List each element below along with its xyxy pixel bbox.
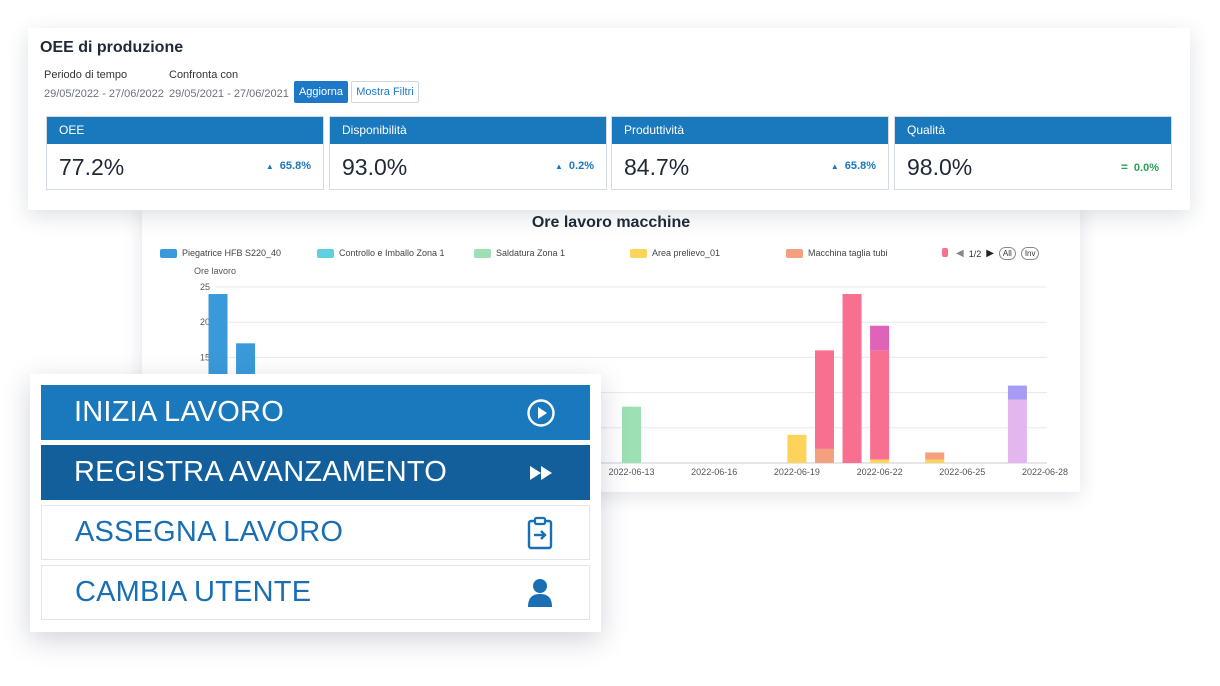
legend-item-overflow[interactable] xyxy=(942,248,953,257)
bar-segment[interactable] xyxy=(925,452,945,460)
legend-invert-button[interactable]: Inv xyxy=(1020,247,1040,260)
kpi-label: Qualità xyxy=(895,117,1171,144)
action-label: ASSEGNA LAVORO xyxy=(75,516,344,548)
bar-segment[interactable] xyxy=(622,406,641,463)
change-user-button[interactable]: CAMBIA UTENTE xyxy=(41,565,590,620)
legend-label: Saldatura Zona 1 xyxy=(496,248,566,258)
action-label: REGISTRA AVANZAMENTO xyxy=(74,456,448,488)
legend-swatch xyxy=(317,248,334,258)
legend-item[interactable]: Area prelievo_01 xyxy=(630,248,720,258)
legend-item[interactable]: Saldatura Zona 1 xyxy=(474,248,565,258)
bar-segment[interactable] xyxy=(925,459,945,463)
x-tick-label: 2022-06-16 xyxy=(691,467,737,477)
kpi-card-availability: Disponibilità 93.0% ▲ 0.2% xyxy=(329,116,607,190)
action-label: CAMBIA UTENTE xyxy=(75,576,312,608)
kpi-label: Produttività xyxy=(612,117,888,144)
x-tick-label: 2022-06-19 xyxy=(774,467,820,477)
trend-up-icon: ▲ xyxy=(830,162,839,171)
legend-swatch xyxy=(786,248,803,258)
legend-next-icon[interactable]: ▶ xyxy=(986,248,994,259)
show-filters-button[interactable]: Mostra Filtri xyxy=(351,81,419,103)
kpi-delta: ▲ 65.8% xyxy=(831,160,876,172)
oee-panel: OEE di produzione Periodo di tempo 29/05… xyxy=(28,28,1190,210)
period-label: Periodo di tempo xyxy=(44,69,128,81)
trend-up-icon: ▲ xyxy=(265,162,274,171)
legend-item[interactable]: Piegatrice HFB S220_40 xyxy=(160,248,281,258)
bar-segment[interactable] xyxy=(870,350,890,460)
play-circle-icon xyxy=(526,398,556,428)
legend-label: Macchina taglia tubi xyxy=(808,248,888,258)
legend-label: Piegatrice HFB S220_40 xyxy=(182,248,282,258)
bar-segment[interactable] xyxy=(870,325,890,351)
period-value[interactable]: 29/05/2022 - 27/06/2022 xyxy=(44,88,164,100)
bar-segment[interactable] xyxy=(1007,385,1027,400)
clipboard-arrow-icon xyxy=(525,516,555,549)
update-button[interactable]: Aggiorna xyxy=(294,81,348,103)
kpi-delta-value: 65.8% xyxy=(844,160,876,172)
assign-work-button[interactable]: ASSEGNA LAVORO xyxy=(41,505,590,560)
legend-item[interactable]: Controllo e Imballo Zona 1 xyxy=(317,248,445,258)
chart-title: Ore lavoro macchine xyxy=(531,214,691,231)
x-tick-label: 2022-06-22 xyxy=(857,467,903,477)
trend-equal-icon: = xyxy=(1120,160,1128,174)
legend-all-button[interactable]: All xyxy=(998,247,1016,260)
legend-page-indicator: 1/2 xyxy=(968,248,982,259)
legend-prev-icon[interactable]: ◀ xyxy=(956,248,964,259)
legend-label: Area prelievo_01 xyxy=(652,248,721,258)
kpi-value: 77.2% xyxy=(59,154,125,180)
panel-title: OEE di produzione xyxy=(40,39,184,56)
legend-swatch xyxy=(474,248,491,258)
y-tick-label: 25 xyxy=(200,282,210,292)
bar-segment[interactable] xyxy=(842,294,862,463)
y-axis-label: Ore lavoro xyxy=(194,266,236,276)
kpi-card-oee: OEE 77.2% ▲ 65.8% xyxy=(46,116,324,190)
kpi-value: 98.0% xyxy=(907,154,973,180)
bar-segment[interactable] xyxy=(787,434,807,463)
kpi-value: 84.7% xyxy=(624,154,690,180)
kpi-delta: = 0.0% xyxy=(1121,160,1159,174)
fast-forward-icon xyxy=(526,458,556,488)
user-icon xyxy=(525,578,555,608)
kpi-card-quality: Qualità 98.0% = 0.0% xyxy=(894,116,1172,190)
start-work-button[interactable]: INIZIA LAVORO xyxy=(41,385,590,440)
kpi-label: Disponibilità xyxy=(330,117,606,144)
kpi-label: OEE xyxy=(47,117,323,144)
bar-segment[interactable] xyxy=(1007,399,1027,463)
bar-segment[interactable] xyxy=(814,350,834,449)
legend-swatch xyxy=(160,248,177,258)
kpi-delta: ▲ 65.8% xyxy=(266,160,311,172)
kpi-delta-value: 0.0% xyxy=(1133,162,1159,174)
bar-segment[interactable] xyxy=(870,459,890,463)
action-label: INIZIA LAVORO xyxy=(74,396,284,428)
legend-pager: ◀ 1/2 ▶ All Inv xyxy=(956,247,1040,260)
compare-value[interactable]: 29/05/2021 - 27/06/2021 xyxy=(169,88,289,100)
legend-swatch xyxy=(942,248,948,257)
x-tick-label: 2022-06-25 xyxy=(939,467,985,477)
compare-label: Confronta con xyxy=(169,69,239,81)
kpi-card-productivity: Produttività 84.7% ▲ 65.8% xyxy=(611,116,889,190)
action-menu-panel: INIZIA LAVORO REGISTRA AVANZAMENTO ASSEG… xyxy=(30,374,601,632)
kpi-delta: ▲ 0.2% xyxy=(555,160,594,172)
y-tick-label: 20 xyxy=(200,317,210,327)
trend-up-icon: ▲ xyxy=(555,162,563,171)
x-tick-label: 2022-06-13 xyxy=(608,467,654,477)
legend-item[interactable]: Macchina taglia tubi xyxy=(786,248,888,258)
bar-segment[interactable] xyxy=(814,448,834,463)
kpi-delta-value: 0.2% xyxy=(568,160,594,172)
legend-swatch xyxy=(630,248,647,258)
register-progress-button[interactable]: REGISTRA AVANZAMENTO xyxy=(41,445,590,500)
legend-label: Controllo e Imballo Zona 1 xyxy=(339,248,445,258)
kpi-delta-value: 65.8% xyxy=(279,160,311,172)
x-tick-label: 2022-06-28 xyxy=(1022,467,1068,477)
y-tick-label: 15 xyxy=(200,352,210,362)
kpi-value: 93.0% xyxy=(342,154,408,180)
